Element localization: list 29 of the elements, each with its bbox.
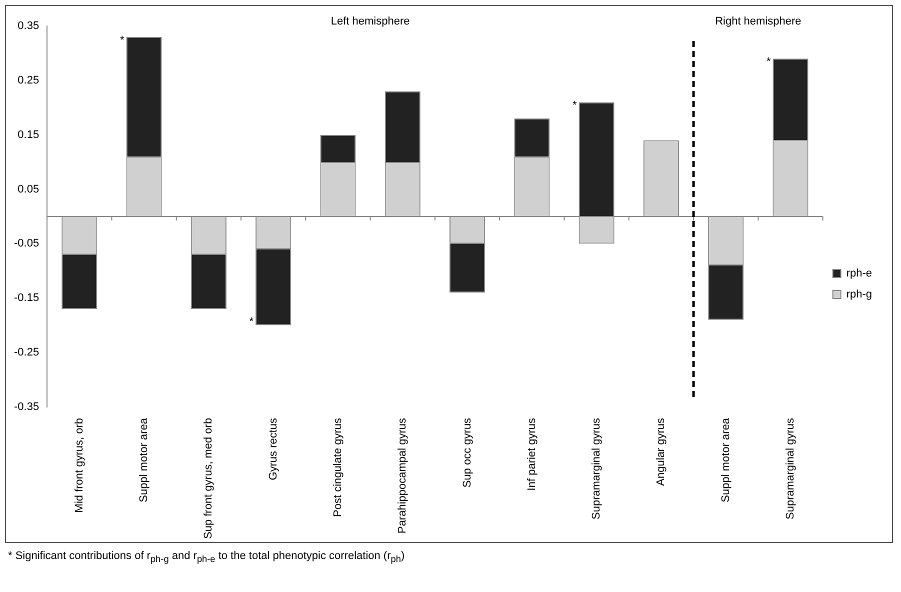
y-tick-label: 0.05 xyxy=(18,183,40,196)
x-tick-label: Angular gyrus xyxy=(655,417,668,486)
legend-label: rph-e xyxy=(846,268,872,280)
data-label: * xyxy=(249,316,254,328)
x-tick-label: Mid front gyrus, orb xyxy=(73,418,86,513)
x-tick-label: Inf pariet gyrus xyxy=(526,417,538,491)
x-tick-label: Gyrus rectus xyxy=(267,417,280,480)
x-tick-label: Parahippocampal gyrus xyxy=(396,417,409,534)
x-tick-label: Supramarginal gyrus xyxy=(590,417,603,520)
y-tick-label: 0.25 xyxy=(18,74,40,86)
x-tick-label: Sup front gyrus, med orb xyxy=(202,418,215,540)
y-tick-label: 0.15 xyxy=(18,128,40,141)
legend-label: rph-g xyxy=(846,288,872,301)
y-tick-label: -0.35 xyxy=(14,400,40,413)
y-tick-label: -0.25 xyxy=(14,346,40,359)
x-tick-label: Supramarginal gyrus xyxy=(784,417,797,520)
x-tick-label: Suppl motor area xyxy=(138,417,150,502)
x-tick-label: Sup occ gyrus xyxy=(461,417,474,488)
x-tick-label: Post cingulate gyrus xyxy=(332,417,344,518)
annotation: Right hemisphere xyxy=(715,16,802,28)
x-tick-label: Suppl motor area xyxy=(720,417,732,502)
data-label: * xyxy=(572,100,578,112)
annotation: Left hemisphere xyxy=(330,16,410,28)
data-label: * xyxy=(120,34,125,46)
data-label: * xyxy=(766,56,772,68)
text: * Significant contributions of r$_{ph-g}$ and r$_{ph-e}$ to the total phenotypic correlation (r$_{ph}$) xyxy=(8,550,405,564)
y-tick-label: -0.05 xyxy=(14,238,40,250)
y-tick-label: 0.35 xyxy=(18,20,40,32)
y-tick-label: -0.15 xyxy=(14,292,40,304)
